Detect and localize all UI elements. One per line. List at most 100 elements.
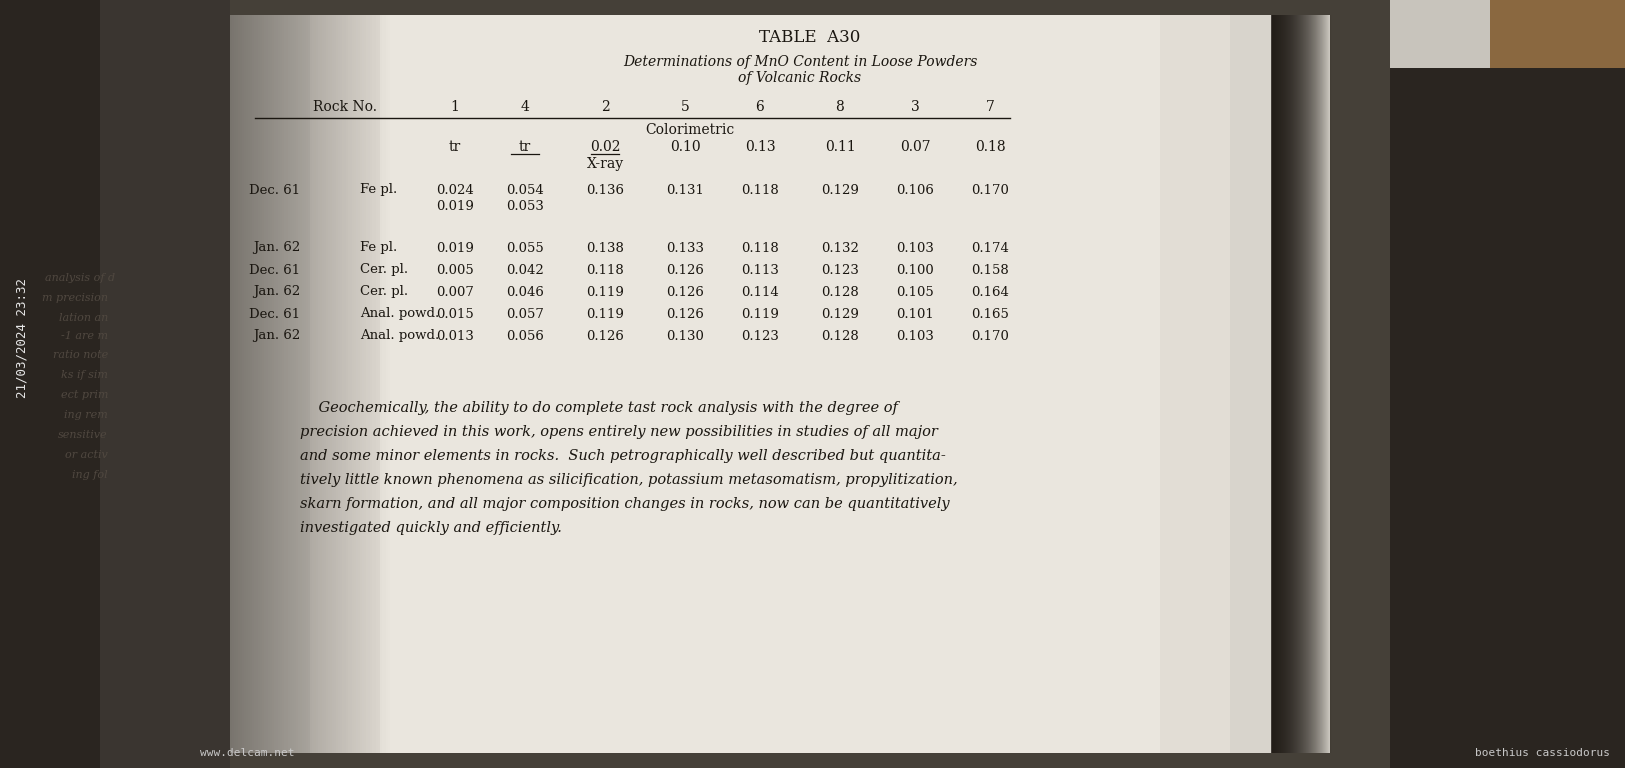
- Bar: [1277, 15, 1279, 753]
- Bar: [1321, 15, 1323, 753]
- Bar: [1329, 15, 1331, 753]
- Bar: [1280, 15, 1282, 753]
- Bar: [1306, 15, 1308, 753]
- Text: lation an: lation an: [58, 313, 107, 323]
- Bar: [1292, 15, 1295, 753]
- Bar: [266, 15, 268, 753]
- Text: 0.024: 0.024: [436, 184, 474, 197]
- Bar: [320, 15, 322, 753]
- Bar: [232, 15, 234, 753]
- Bar: [263, 15, 266, 753]
- Bar: [364, 15, 366, 753]
- Bar: [1329, 15, 1331, 753]
- Bar: [302, 15, 304, 753]
- Bar: [356, 15, 358, 753]
- Bar: [336, 15, 338, 753]
- Bar: [380, 15, 382, 753]
- Bar: [1285, 15, 1287, 753]
- Bar: [1328, 15, 1329, 753]
- Bar: [1272, 15, 1276, 753]
- Text: 0.054: 0.054: [505, 184, 544, 197]
- Bar: [1318, 15, 1320, 753]
- Text: Determinations of MnO Content in Loose Powders: Determinations of MnO Content in Loose P…: [622, 55, 977, 69]
- Text: tively little known phenomena as silicification, potassium metasomatism, propyli: tively little known phenomena as silicif…: [301, 473, 957, 487]
- Bar: [318, 15, 320, 753]
- Bar: [1320, 15, 1321, 753]
- Text: 7: 7: [985, 100, 994, 114]
- Bar: [1389, 0, 1510, 68]
- Bar: [1297, 15, 1298, 753]
- Bar: [323, 15, 327, 753]
- Bar: [310, 15, 1230, 753]
- Bar: [1320, 15, 1321, 753]
- Bar: [1297, 15, 1298, 753]
- Bar: [1271, 15, 1272, 753]
- Bar: [1305, 15, 1306, 753]
- Bar: [1389, 0, 1625, 768]
- Bar: [1321, 15, 1323, 753]
- Bar: [361, 15, 362, 753]
- Bar: [1303, 15, 1305, 753]
- Bar: [1315, 15, 1316, 753]
- Bar: [1300, 15, 1302, 753]
- Text: 0.126: 0.126: [587, 329, 624, 343]
- Bar: [296, 15, 297, 753]
- Bar: [297, 15, 301, 753]
- Bar: [354, 15, 356, 753]
- Bar: [338, 15, 340, 753]
- Text: Rock No.: Rock No.: [314, 100, 377, 114]
- Text: Jan. 62: Jan. 62: [254, 329, 301, 343]
- Text: 0.113: 0.113: [741, 263, 778, 276]
- Bar: [275, 15, 276, 753]
- Bar: [1316, 15, 1318, 753]
- Bar: [1276, 15, 1277, 753]
- Text: analysis of d: analysis of d: [46, 273, 115, 283]
- Bar: [1290, 15, 1292, 753]
- Bar: [271, 15, 275, 753]
- Bar: [1306, 15, 1308, 753]
- Bar: [1297, 15, 1300, 753]
- Text: 0.174: 0.174: [972, 241, 1009, 254]
- Bar: [1323, 15, 1326, 753]
- Text: Dec. 61: Dec. 61: [249, 184, 301, 197]
- Text: 0.056: 0.056: [505, 329, 544, 343]
- Bar: [236, 15, 237, 753]
- Text: of Volcanic Rocks: of Volcanic Rocks: [738, 71, 861, 85]
- Text: 2: 2: [601, 100, 609, 114]
- Bar: [258, 15, 260, 753]
- Bar: [1326, 15, 1328, 753]
- Bar: [1315, 15, 1316, 753]
- Text: 0.118: 0.118: [741, 241, 778, 254]
- Bar: [388, 15, 390, 753]
- Bar: [1311, 15, 1313, 753]
- Bar: [1311, 15, 1315, 753]
- Bar: [327, 15, 328, 753]
- Bar: [244, 15, 245, 753]
- Text: Dec. 61: Dec. 61: [249, 307, 301, 320]
- Text: 0.053: 0.053: [505, 200, 544, 213]
- Bar: [358, 15, 361, 753]
- Text: 0.136: 0.136: [587, 184, 624, 197]
- Bar: [240, 15, 242, 753]
- Bar: [254, 15, 257, 753]
- Bar: [349, 15, 353, 753]
- Bar: [1285, 15, 1287, 753]
- Bar: [1279, 15, 1280, 753]
- Bar: [1308, 15, 1310, 753]
- Text: 0.105: 0.105: [895, 286, 934, 299]
- Bar: [1316, 15, 1318, 753]
- Bar: [1290, 15, 1292, 753]
- Text: or activ: or activ: [65, 450, 107, 460]
- Bar: [1285, 15, 1289, 753]
- Bar: [315, 15, 318, 753]
- Bar: [1326, 15, 1329, 753]
- Bar: [1328, 15, 1329, 753]
- Bar: [1490, 0, 1625, 68]
- Bar: [1310, 15, 1311, 753]
- Bar: [1289, 15, 1290, 753]
- Text: 0.015: 0.015: [436, 307, 474, 320]
- Bar: [1287, 15, 1289, 753]
- Bar: [1287, 15, 1290, 753]
- Bar: [1284, 15, 1287, 753]
- Bar: [1324, 15, 1326, 753]
